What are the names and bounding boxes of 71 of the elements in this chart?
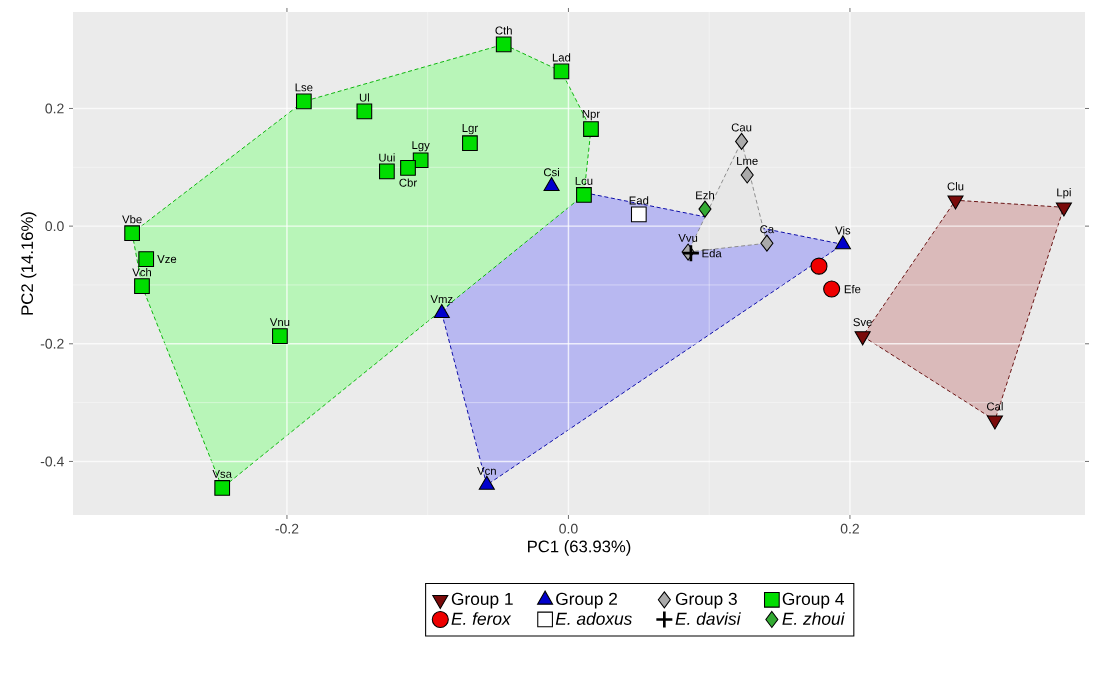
annotation: Cbr xyxy=(399,178,417,187)
y-tick-label: -0.4 xyxy=(40,456,64,467)
annotation: Lgr xyxy=(462,124,478,135)
legend-label: Group 4 xyxy=(782,592,844,609)
point xyxy=(495,36,512,53)
legend-label: E. davisi xyxy=(675,612,741,625)
point xyxy=(272,328,288,345)
annotation: Vch xyxy=(132,267,151,277)
annotation: Eda xyxy=(702,249,722,258)
annotation: Npr xyxy=(582,109,600,121)
point xyxy=(462,135,478,152)
point xyxy=(400,160,416,176)
legend-label: Group 3 xyxy=(675,592,737,609)
y-tick-label: 0.2 xyxy=(45,103,64,114)
annotation: Cth xyxy=(495,26,512,35)
annotation: Lpi xyxy=(1057,188,1071,199)
point xyxy=(630,206,647,223)
annotation: Vvu xyxy=(678,234,698,242)
annotation: Vsa xyxy=(212,469,232,478)
x-tick-label: 0.2 xyxy=(840,523,859,534)
legend-label: Group 1 xyxy=(451,592,513,609)
point xyxy=(810,257,828,275)
point xyxy=(823,280,841,298)
point xyxy=(295,93,312,110)
point xyxy=(214,480,231,496)
point xyxy=(138,251,155,267)
annotation: Vnu xyxy=(269,318,290,327)
annotation: Efe xyxy=(844,284,861,294)
x-axis-title: PC1 (63.93%) xyxy=(528,540,631,556)
annotation: Ca xyxy=(760,225,775,234)
annotation: Vis xyxy=(835,226,851,235)
point xyxy=(553,63,570,80)
annotation: Csi xyxy=(543,167,559,177)
legend-label: E. ferox xyxy=(451,612,512,625)
annotation: Lse xyxy=(295,83,313,92)
annotation: Cau xyxy=(731,123,752,132)
annotation: Vcn xyxy=(477,467,496,475)
legend-label: E. adoxus xyxy=(555,612,632,625)
point xyxy=(681,243,701,263)
annotation: Ead xyxy=(629,196,649,205)
annotation: Clu xyxy=(947,182,964,191)
annotation: Lad xyxy=(552,53,571,62)
point xyxy=(134,278,150,295)
point xyxy=(735,132,749,150)
y-tick-label: 0.0 xyxy=(45,221,64,232)
annotation: Lcu xyxy=(575,177,593,185)
point xyxy=(698,200,712,218)
point xyxy=(379,163,395,180)
annotation: Lme xyxy=(737,157,758,165)
point xyxy=(583,121,599,137)
point xyxy=(740,166,754,184)
annotation: Ezh xyxy=(696,190,714,200)
legend-label: E. zhoui xyxy=(782,612,845,625)
annotation: Cal xyxy=(987,402,1003,411)
y-axis-title: PC2 (14.16%) xyxy=(20,212,37,315)
annotation: Vbe xyxy=(122,215,142,224)
x-tick-label: -0.2 xyxy=(275,523,299,534)
point xyxy=(356,103,373,120)
x-tick-label: 0.0 xyxy=(559,523,578,534)
point xyxy=(760,234,774,252)
annotation: Ul xyxy=(359,93,369,102)
annotation: Sve xyxy=(853,318,872,327)
point xyxy=(124,225,140,242)
legend-label: Group 2 xyxy=(556,592,617,609)
point xyxy=(576,187,592,203)
annotation: Vze xyxy=(157,255,177,264)
annotation: Uui xyxy=(379,153,395,162)
annotation: Lgy xyxy=(412,141,430,152)
y-tick-label: -0.2 xyxy=(40,338,64,349)
point xyxy=(834,235,851,250)
annotation: Vmz xyxy=(430,295,453,304)
